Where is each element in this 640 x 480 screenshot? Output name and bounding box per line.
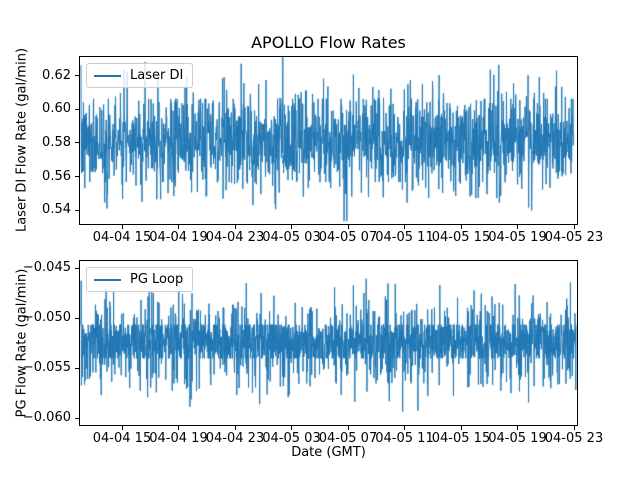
- x-tick-label: 04-04 19: [149, 431, 208, 446]
- x-tick-mark: [234, 426, 236, 430]
- x-axis-label: Date (GMT): [291, 445, 366, 460]
- x-tick-mark: [234, 225, 236, 229]
- x-tick-mark: [517, 426, 518, 430]
- y-tick-mark: [75, 75, 79, 77]
- pg-loop-legend-line-icon: [94, 278, 121, 281]
- bottom-plot-area: PG Loop: [79, 260, 578, 426]
- x-tick-label: 04-04 19: [149, 230, 208, 245]
- x-tick-label: 04-04 15: [92, 230, 152, 245]
- y-tick-label: −0.055: [22, 360, 71, 375]
- x-tick-label: 04-05 07: [318, 230, 378, 245]
- chart-title: APOLLO Flow Rates: [251, 33, 406, 52]
- x-tick-mark: [291, 225, 292, 229]
- x-tick-label: 04-05 19: [488, 431, 547, 446]
- y-tick-mark: [75, 108, 79, 110]
- x-tick-mark: [460, 225, 462, 229]
- x-tick-label: 04-04 23: [205, 230, 265, 245]
- y-tick-mark: [75, 367, 79, 369]
- bottom-y-axis-label: PG Flow Rate (gal/min): [14, 268, 30, 418]
- x-tick-mark: [121, 225, 123, 229]
- y-tick-label: 0.56: [42, 168, 71, 184]
- x-tick-mark: [347, 225, 349, 229]
- x-tick-mark: [460, 426, 462, 430]
- x-tick-mark: [121, 426, 123, 430]
- x-tick-label: 04-05 03: [262, 431, 321, 446]
- x-tick-mark: [573, 225, 575, 229]
- x-tick-label: 04-05 11: [375, 230, 434, 245]
- x-tick-mark: [517, 225, 518, 229]
- y-tick-label: 0.54: [42, 202, 71, 218]
- x-tick-mark: [573, 426, 575, 430]
- laser-di-legend-label: Laser DI: [130, 68, 184, 83]
- y-tick-mark: [75, 176, 79, 178]
- x-tick-label: 04-05 23: [544, 431, 604, 446]
- x-tick-label: 04-05 15: [431, 431, 491, 446]
- x-tick-label: 04-05 23: [544, 230, 604, 245]
- x-tick-label: 04-04 23: [205, 431, 265, 446]
- bottom-legend: PG Loop: [86, 267, 194, 292]
- x-tick-mark: [404, 426, 405, 430]
- x-tick-label: 04-05 15: [431, 230, 491, 245]
- y-tick-mark: [75, 142, 79, 144]
- y-tick-mark: [75, 209, 79, 211]
- x-tick-label: 04-04 15: [92, 431, 152, 446]
- y-tick-mark: [75, 317, 79, 319]
- x-tick-mark: [291, 426, 292, 430]
- y-tick-label: 0.62: [42, 67, 71, 83]
- y-tick-label: −0.050: [22, 310, 71, 325]
- y-tick-label: 0.58: [42, 134, 71, 150]
- pg-loop-legend-label: PG Loop: [130, 272, 184, 287]
- x-tick-label: 04-05 19: [488, 230, 547, 245]
- x-tick-label: 04-05 07: [318, 431, 378, 446]
- y-tick-mark: [75, 417, 79, 419]
- y-tick-label: −0.060: [22, 410, 71, 425]
- x-tick-mark: [347, 426, 349, 430]
- y-tick-mark: [75, 267, 79, 269]
- top-plot-area: Laser DI: [79, 56, 578, 225]
- y-tick-label: −0.045: [22, 260, 71, 275]
- laser-di-legend-line-icon: [94, 74, 121, 77]
- x-tick-label: 04-05 11: [375, 431, 434, 446]
- y-tick-label: 0.60: [42, 101, 71, 117]
- x-tick-mark: [178, 426, 179, 430]
- x-tick-mark: [178, 225, 179, 229]
- top-legend: Laser DI: [86, 63, 194, 88]
- x-tick-mark: [404, 225, 405, 229]
- x-tick-label: 04-05 03: [262, 230, 321, 245]
